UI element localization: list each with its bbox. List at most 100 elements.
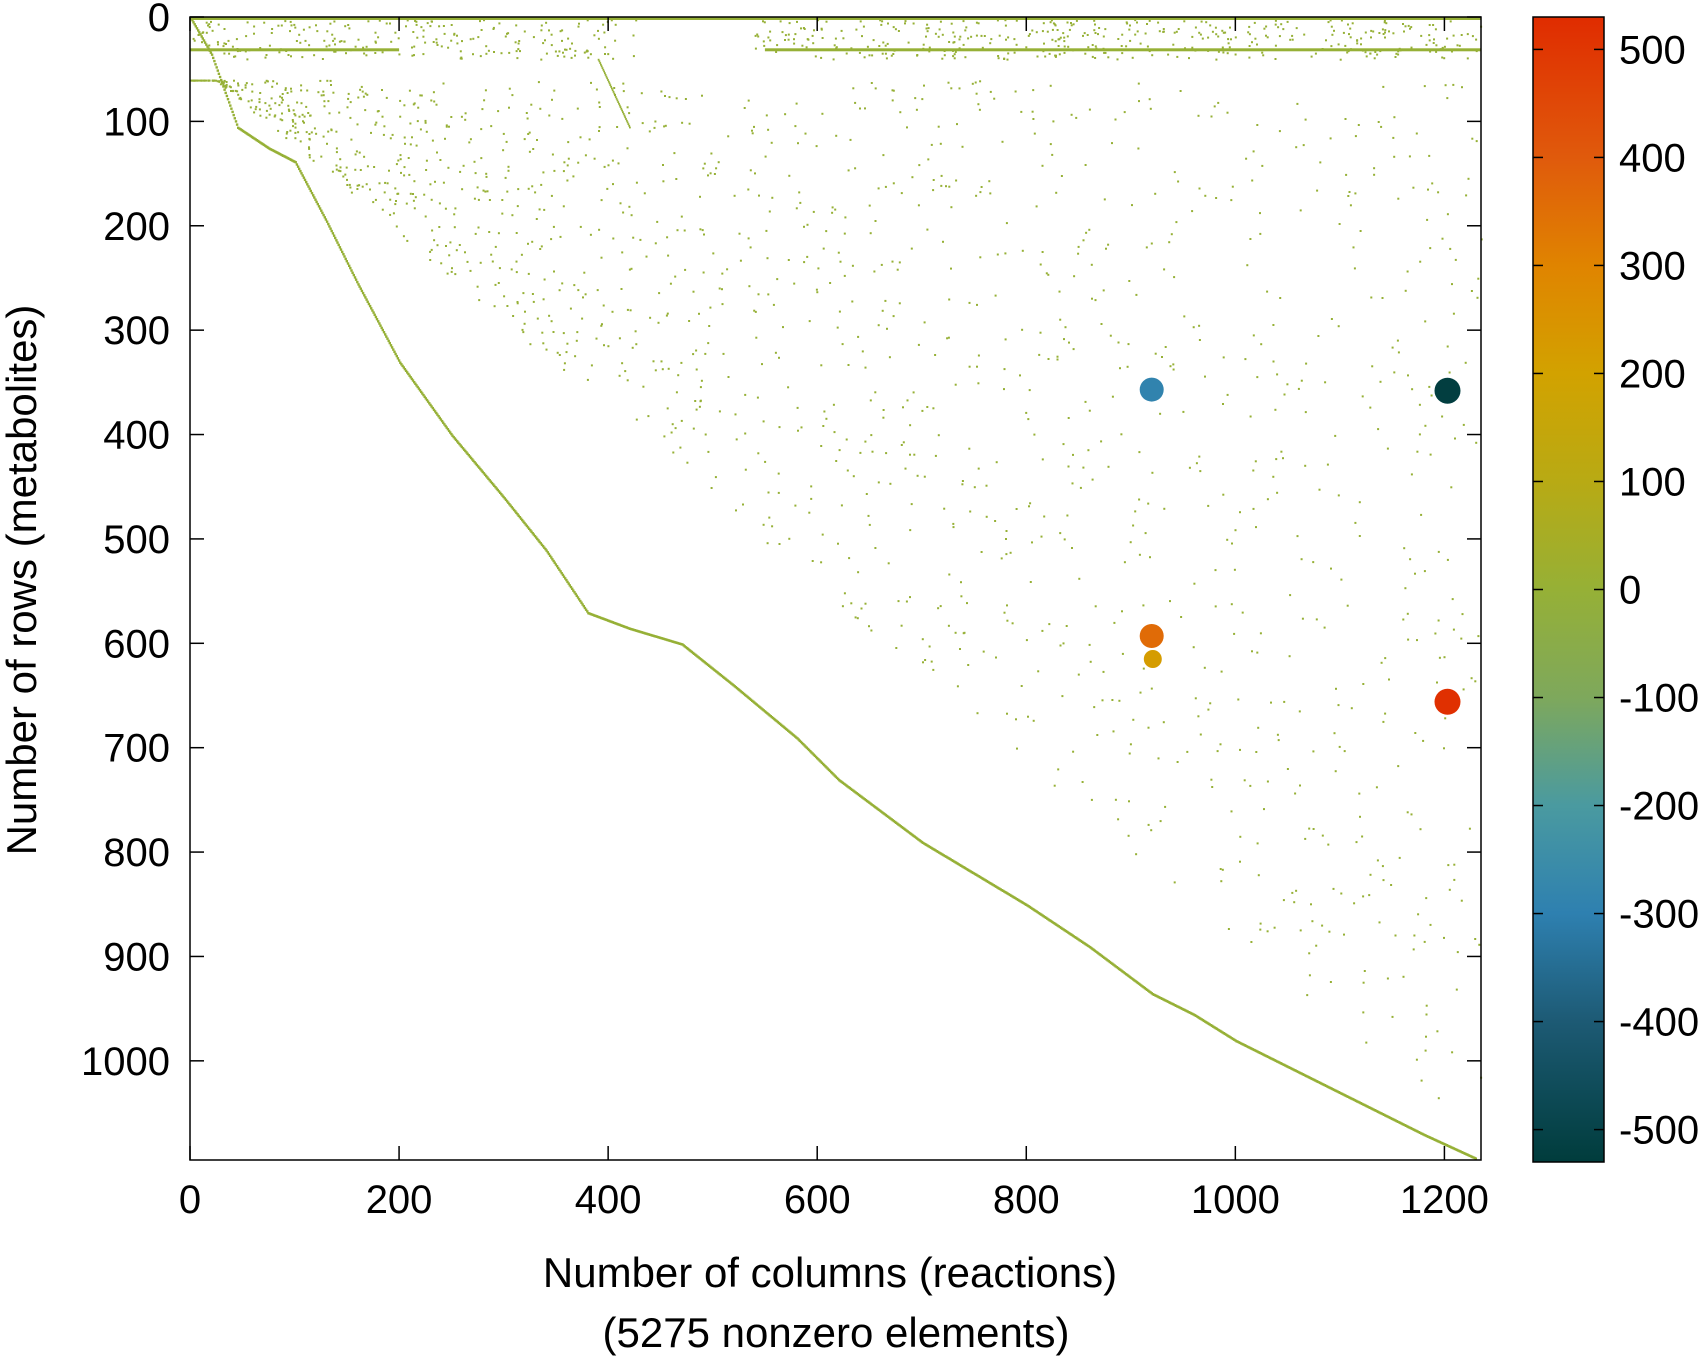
nonzero-point — [1005, 538, 1007, 540]
nonzero-point — [1125, 21, 1128, 24]
nonzero-point — [1226, 111, 1229, 114]
nonzero-point — [1199, 733, 1202, 736]
nonzero-point — [482, 189, 485, 192]
nonzero-point — [222, 45, 225, 48]
nonzero-point — [968, 301, 971, 304]
nonzero-point — [494, 283, 497, 286]
y-tick-label: 600 — [103, 622, 170, 666]
nonzero-point — [335, 168, 338, 171]
nonzero-point — [575, 339, 578, 342]
nonzero-point — [1461, 86, 1463, 89]
nonzero-point — [1407, 1125, 1410, 1129]
nonzero-point — [335, 130, 338, 133]
nonzero-point — [1162, 30, 1165, 33]
nonzero-point — [241, 88, 244, 91]
nonzero-point — [662, 164, 664, 166]
nonzero-point — [1047, 358, 1050, 360]
nonzero-point — [1296, 535, 1299, 538]
nonzero-point — [869, 399, 872, 402]
nonzero-point — [664, 124, 667, 127]
nonzero-point — [531, 293, 534, 295]
nonzero-point — [406, 19, 409, 22]
nonzero-point — [1179, 90, 1182, 92]
nonzero-point — [1379, 380, 1382, 383]
nonzero-point — [423, 395, 426, 398]
nonzero-point — [490, 253, 493, 256]
nonzero-point — [389, 137, 392, 140]
nonzero-point — [358, 285, 361, 288]
nonzero-point — [1005, 530, 1008, 532]
nonzero-point — [564, 48, 566, 51]
nonzero-point — [497, 110, 500, 113]
nonzero-point — [1176, 55, 1179, 58]
nonzero-point — [586, 49, 589, 52]
nonzero-point — [756, 33, 759, 36]
nonzero-point — [1154, 352, 1157, 355]
nonzero-point — [562, 205, 565, 208]
nonzero-point — [347, 24, 350, 26]
nonzero-point — [454, 273, 457, 276]
nonzero-point — [1129, 24, 1131, 27]
nonzero-point — [359, 169, 362, 171]
nonzero-point — [543, 278, 546, 281]
nonzero-point — [867, 514, 870, 517]
nonzero-point — [493, 305, 496, 308]
nonzero-point — [1220, 880, 1223, 883]
nonzero-point — [1262, 54, 1265, 57]
nonzero-point — [446, 272, 449, 275]
nonzero-point — [948, 298, 951, 301]
nonzero-point — [1348, 33, 1350, 36]
nonzero-point — [1070, 22, 1072, 24]
nonzero-point — [1413, 934, 1416, 937]
nonzero-point — [489, 480, 493, 483]
nonzero-point — [1427, 188, 1429, 191]
nonzero-point — [360, 289, 364, 293]
nonzero-point — [1088, 643, 1091, 646]
nonzero-point — [611, 310, 614, 313]
nonzero-point — [1104, 28, 1107, 31]
nonzero-point — [388, 169, 390, 172]
nonzero-point — [559, 30, 562, 33]
nonzero-point — [278, 51, 281, 54]
nonzero-point — [279, 48, 282, 51]
nonzero-point — [1103, 198, 1106, 201]
nonzero-point — [1056, 29, 1059, 31]
nonzero-point — [1031, 541, 1033, 544]
nonzero-point — [1191, 35, 1194, 38]
nonzero-point — [512, 508, 516, 512]
nonzero-point — [228, 52, 231, 55]
nonzero-point — [292, 125, 294, 128]
nonzero-point — [886, 42, 889, 45]
nonzero-point — [1340, 578, 1343, 581]
nonzero-point — [443, 423, 446, 426]
nonzero-point — [291, 119, 294, 121]
colorbar-tick-label: -100 — [1619, 677, 1699, 721]
nonzero-point — [892, 182, 895, 185]
nonzero-point — [1114, 118, 1117, 121]
nonzero-point — [924, 659, 927, 661]
nonzero-point — [1403, 30, 1405, 33]
nonzero-point — [553, 561, 556, 564]
highlighted-point — [1434, 377, 1461, 404]
nonzero-point — [249, 106, 252, 109]
nonzero-point — [1257, 874, 1260, 877]
nonzero-point — [692, 353, 695, 356]
nonzero-point — [952, 522, 955, 525]
nonzero-point — [565, 48, 568, 51]
nonzero-point — [597, 37, 600, 40]
nonzero-point — [641, 122, 644, 125]
nonzero-point — [1332, 887, 1335, 890]
nonzero-point — [1444, 84, 1447, 87]
nonzero-point — [753, 309, 756, 312]
nonzero-point — [602, 68, 605, 71]
nonzero-point — [399, 158, 402, 161]
nonzero-point — [1084, 400, 1087, 403]
nonzero-point — [383, 125, 386, 128]
nonzero-point — [515, 271, 518, 274]
nonzero-point — [1274, 23, 1277, 26]
nonzero-point — [861, 350, 864, 353]
nonzero-point — [1013, 51, 1016, 54]
nonzero-point — [1067, 45, 1070, 48]
nonzero-point — [354, 45, 357, 48]
nonzero-point — [574, 592, 577, 596]
